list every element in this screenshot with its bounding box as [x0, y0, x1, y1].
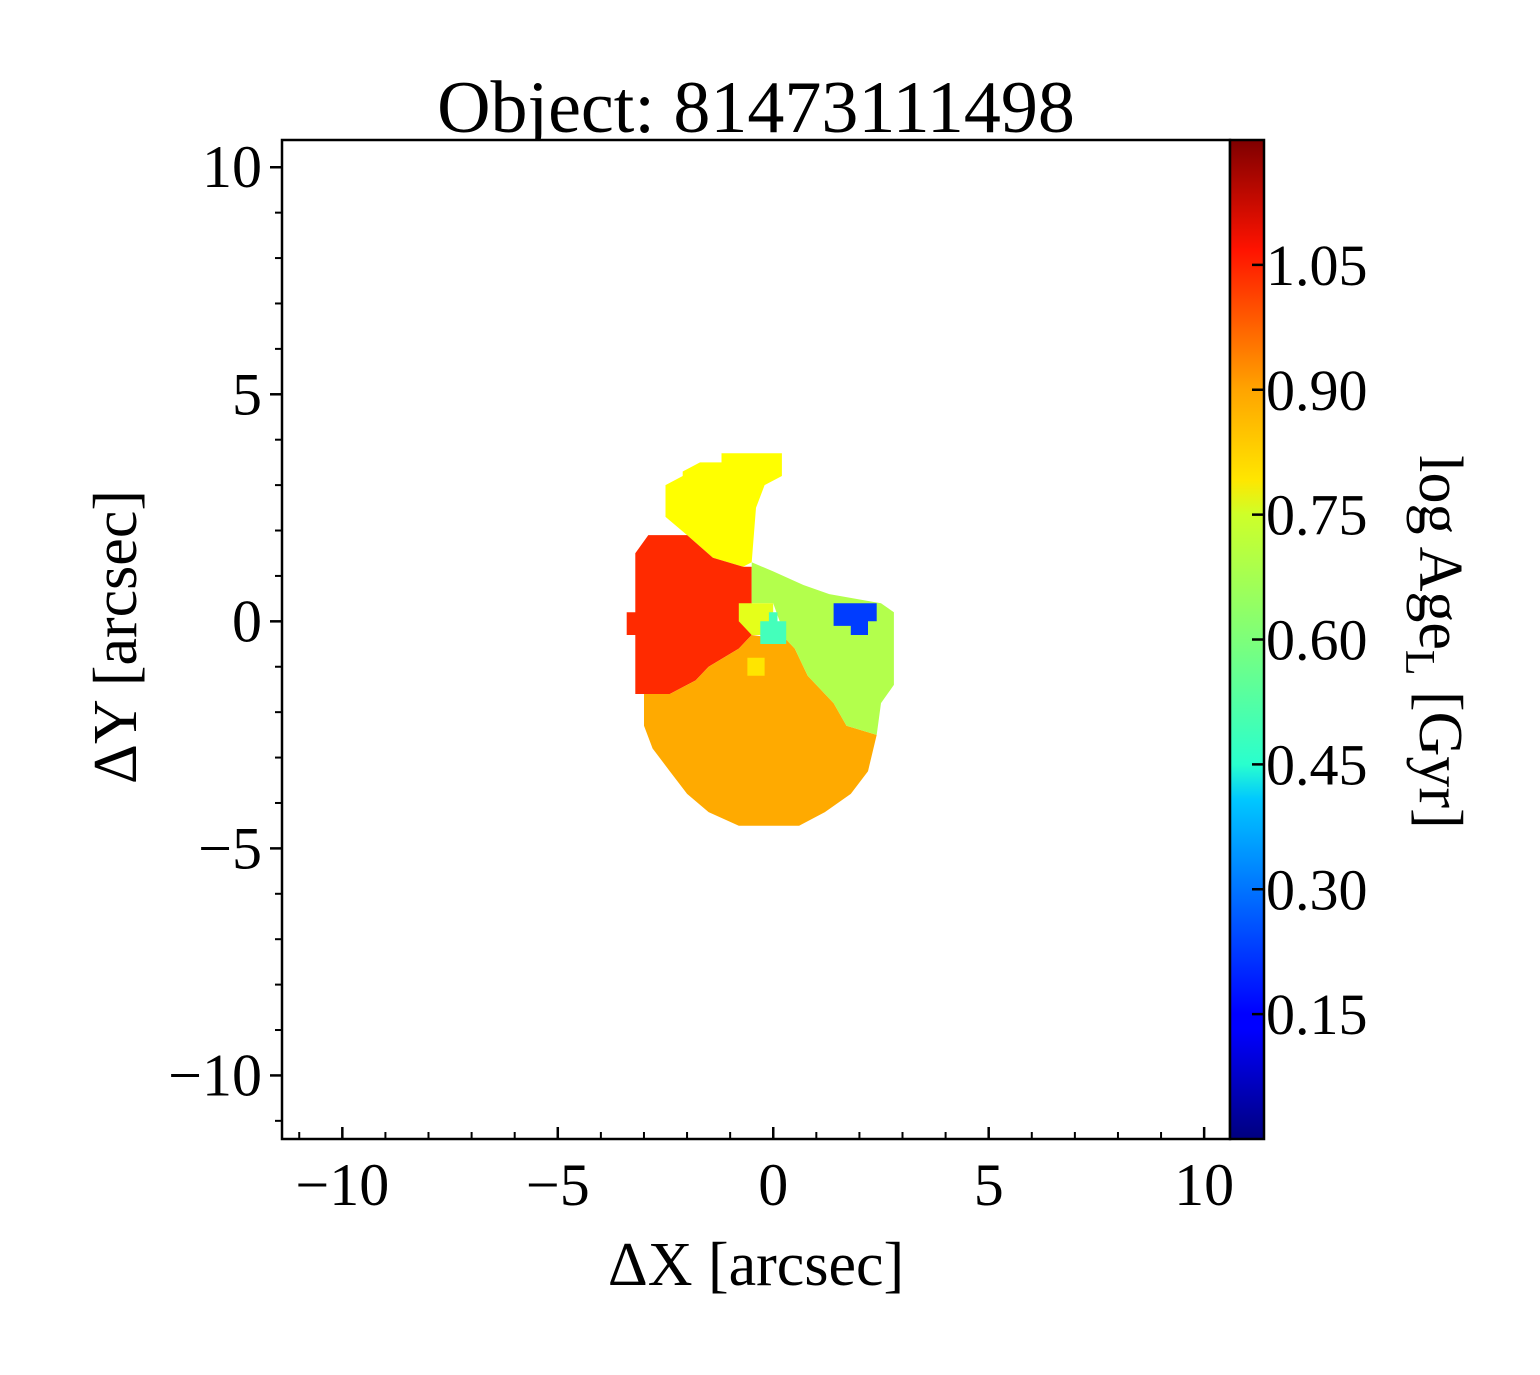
- colorbar: 0.15 0.30 0.45 0.60 0.75 0.90 1.05 log AgeL [G…: [1228, 138, 1474, 1141]
- colorbar-tick-label: 0.45: [1266, 732, 1368, 797]
- x-tick-label: −10: [295, 1152, 389, 1218]
- colorbar-tick-label: 0.60: [1266, 608, 1368, 673]
- heatmap-regions: [626, 453, 894, 826]
- y-tick-label: 0: [232, 588, 262, 654]
- x-tick-label: −5: [526, 1152, 590, 1218]
- colorbar-gradient: [1228, 138, 1266, 1141]
- x-tick-label: 5: [974, 1152, 1004, 1218]
- region-blue-knot: [833, 603, 877, 635]
- plot-area: [280, 138, 1232, 1141]
- region-west-region: [626, 535, 752, 694]
- colorbar-label: log AgeL [Gyr]: [1396, 455, 1474, 828]
- region-center-yellow: [747, 657, 765, 676]
- chart-title: Object: 81473111498: [437, 67, 1075, 149]
- y-tick-label: −10: [168, 1042, 262, 1108]
- colorbar-tick-label: 1.05: [1266, 233, 1368, 298]
- x-axis-label: ΔX [arcsec]: [608, 1231, 904, 1299]
- y-tick-label: −5: [198, 815, 262, 881]
- colorbar-tick-label: 0.30: [1266, 857, 1368, 922]
- region-south-bulk: [644, 635, 877, 826]
- colorbar-tick-label: 0.15: [1266, 982, 1368, 1047]
- x-tick-label: 10: [1174, 1152, 1234, 1218]
- y-tick-label: 5: [232, 361, 262, 427]
- region-center-teal: [760, 612, 787, 644]
- y-axis: −10 −5 0 5 10: [168, 134, 282, 1122]
- x-axis: −10 −5 0 5 10: [295, 1127, 1234, 1218]
- region-north-tail: [665, 453, 782, 567]
- colorbar-ticks: 0.15 0.30 0.45 0.60 0.75 0.90 1.05: [1252, 233, 1368, 1047]
- x-tick-label: 0: [758, 1152, 788, 1218]
- colorbar-tick-label: 0.90: [1266, 358, 1368, 423]
- y-tick-label: 10: [202, 134, 262, 200]
- y-axis-label: ΔY [arcsec]: [82, 490, 150, 784]
- colorbar-tick-label: 0.75: [1266, 483, 1368, 548]
